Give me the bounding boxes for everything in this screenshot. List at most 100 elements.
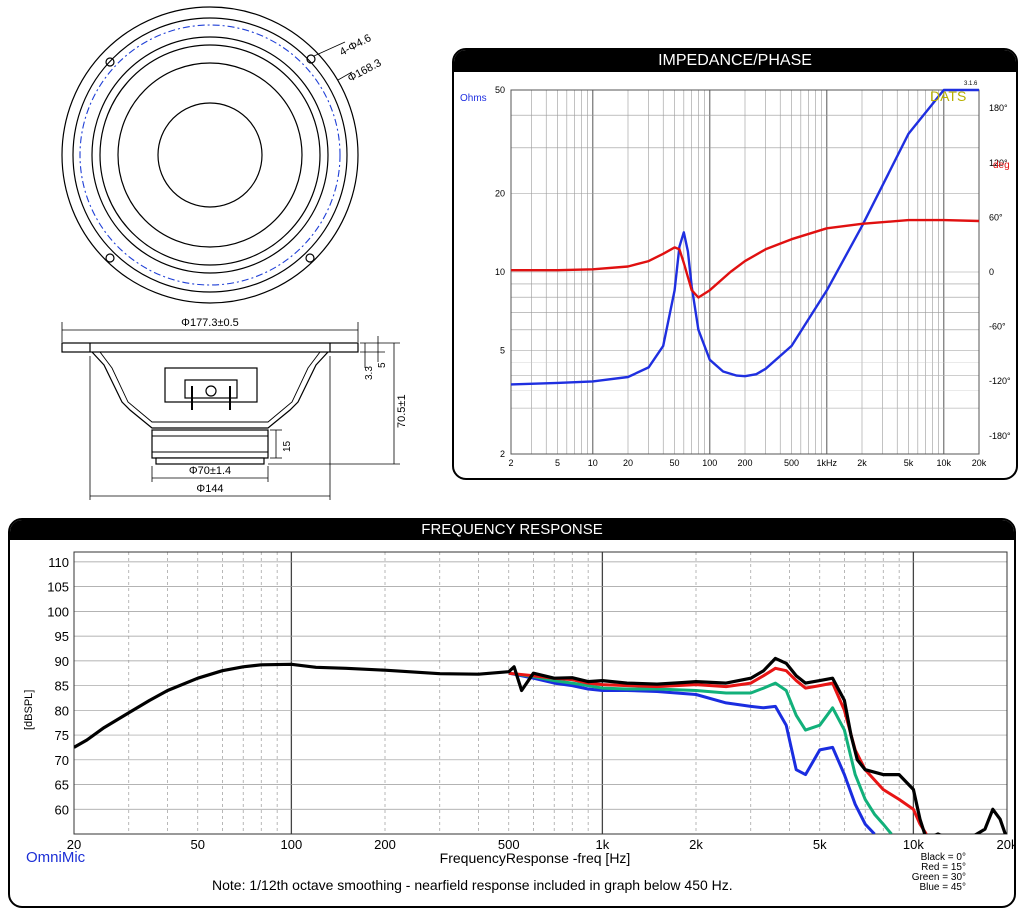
- frequency-y-tick-label: 75: [55, 728, 69, 743]
- impedance-x-tick-label: 20: [623, 458, 633, 468]
- impedance-labels: 2 5 10 20 50 100 200 500 1kHz 2k 5k 10k 20k 2 5 10 20 50 1…: [495, 85, 1011, 468]
- basket-dim-label: Φ144: [196, 483, 223, 495]
- impedance-lines: [510, 88, 980, 386]
- impedance-curve: [510, 88, 979, 386]
- impedance-y-tick-label: 5: [500, 345, 505, 355]
- mounting-circle: [79, 24, 341, 286]
- magnet: [151, 429, 269, 459]
- phase-y-tick-label: -180°: [989, 431, 1011, 441]
- impedance-y-tick-label: 10: [495, 267, 505, 277]
- impedance-x-tick-label: 50: [670, 458, 680, 468]
- frequency-x-axis-label: FrequencyResponse -freq [Hz]: [440, 850, 631, 866]
- phase-curve: [511, 218, 980, 299]
- frequency-y-tick-label: 105: [47, 580, 69, 595]
- impedance-x-tick-label: 20k: [972, 458, 987, 468]
- impedance-y-tick-label: 2: [500, 449, 505, 459]
- angle-legend: Black = 0° Red = 15° Green = 30° Blue = …: [890, 853, 966, 893]
- frequency-y-tick-label: 65: [55, 778, 69, 793]
- impedance-x-tick-label: 5k: [904, 458, 914, 468]
- side-view: [61, 322, 400, 500]
- back-plate: [155, 457, 265, 465]
- frequency-response-chart: 20 50 100 200 500 1k 2k 5k 10k 20k 60 65 70 75 80 85 90 9…: [23, 551, 1014, 866]
- dats-brand: DATS: [930, 88, 966, 104]
- frequency-x-tick-label: 2k: [689, 837, 703, 852]
- impedance-x-tick-label: 500: [784, 458, 799, 468]
- response-0deg-curve: [74, 656, 1007, 834]
- mounting-hole-4: [305, 253, 315, 263]
- pcd-leader: [337, 71, 353, 81]
- legend-entry-0: Black = 0°: [920, 852, 966, 863]
- pcd-dim-label: Φ168.3: [346, 57, 384, 85]
- frequency-labels: 20 50 100 200 500 1k 2k 5k 10k 20k 60 65 70 75 80 85 90 9…: [47, 555, 1014, 852]
- magnet-height-label: 15: [282, 440, 293, 452]
- front-surround-outer: [91, 36, 329, 274]
- frequency-y-tick-label: 85: [55, 679, 69, 694]
- frequency-x-tick-label: 5k: [813, 837, 827, 852]
- frequency-x-tick-label: 20k: [997, 837, 1014, 852]
- mounting-hole-2: [306, 54, 316, 64]
- response-30deg-curve: [508, 671, 893, 834]
- impedance-unit-label: Ohms: [460, 93, 487, 104]
- basket-inner-line: [99, 351, 321, 423]
- frequency-x-tick-label: 10k: [903, 837, 924, 852]
- front-surround-inner: [99, 44, 321, 266]
- frequency-x-tick-label: 1k: [596, 837, 610, 852]
- omnimic-brand: OmniMic: [26, 849, 86, 866]
- frequency-grid: [73, 551, 1008, 835]
- frequency-lines: [74, 656, 1007, 834]
- frequency-x-tick-label: 20: [67, 837, 81, 852]
- legend-entry-15: Red = 15°: [921, 862, 966, 873]
- speaker-technical-drawing: 4-Φ4.6 Φ168.3: [61, 6, 408, 500]
- flange-dim-label: 3.3: [364, 366, 375, 380]
- impedance-plot-frame: [510, 89, 980, 455]
- frequency-y-tick-label: 100: [47, 604, 69, 619]
- frequency-y-tick-label: 60: [55, 802, 69, 817]
- impedance-grid: [510, 89, 980, 455]
- frequency-x-tick-label: 50: [191, 837, 205, 852]
- impedance-x-tick-label: 2k: [857, 458, 867, 468]
- phase-y-tick-label: -60°: [989, 322, 1006, 332]
- impedance-x-tick-label: 10k: [937, 458, 952, 468]
- magnet-dim-label: Φ70±1.4: [189, 465, 231, 477]
- front-frame-inner: [72, 17, 348, 293]
- frequency-y-tick-label: 90: [55, 654, 69, 669]
- phase-y-tick-label: 120°: [989, 158, 1008, 168]
- hole-dim-label: 4-Φ4.6: [338, 32, 374, 58]
- outer-dim-label: Φ177.3±0.5: [181, 317, 239, 329]
- phase-y-tick-label: -120°: [989, 376, 1011, 386]
- impedance-panel: IMPEDANCE/PHASE 2 5 10 20 50 100 200 500 1kHz 2k 5…: [452, 48, 1018, 480]
- impedance-x-tick-label: 100: [702, 458, 717, 468]
- flange-offset-label: 5: [377, 362, 388, 368]
- impedance-y-tick-label: 20: [495, 189, 505, 199]
- frequency-y-tick-label: 95: [55, 629, 69, 644]
- impedance-x-tick-label: 1kHz: [817, 458, 838, 468]
- frequency-y-tick-label: 80: [55, 703, 69, 718]
- impedance-x-tick-label: 2: [508, 458, 513, 468]
- impedance-x-tick-label: 5: [555, 458, 560, 468]
- terminal-tab: [184, 379, 238, 399]
- legend-entry-45: Blue = 45°: [919, 882, 966, 893]
- front-cone-edge: [117, 62, 303, 248]
- phase-y-tick-label: 180°: [989, 103, 1008, 113]
- mounting-hole-1: [105, 57, 115, 67]
- phase-y-tick-label: 60°: [989, 212, 1003, 222]
- phase-unit-label: deg: [993, 160, 1010, 171]
- frequency-y-tick-label: 110: [48, 555, 69, 570]
- mounting-flange: [61, 342, 359, 353]
- front-outer-frame: [61, 6, 359, 304]
- frequency-response-panel: FREQUENCY RESPONSE 20 50 100 200 500 1k 2k 5k 10…: [8, 518, 1016, 908]
- frequency-x-tick-label: 100: [281, 837, 303, 852]
- hole-leader: [313, 41, 346, 57]
- impedance-title: IMPEDANCE/PHASE: [454, 50, 1016, 72]
- frequency-title: FREQUENCY RESPONSE: [10, 520, 1014, 540]
- frequency-x-tick-label: 500: [498, 837, 520, 852]
- front-view: [61, 6, 359, 304]
- response-45deg-curve: [508, 671, 876, 834]
- frequency-y-tick-label: 70: [55, 753, 69, 768]
- legend-entry-30: Green = 30°: [911, 872, 966, 883]
- impedance-y-tick-label: 50: [495, 85, 505, 95]
- response-15deg-curve: [508, 666, 928, 834]
- depth-dim-label: 70.5±1: [396, 394, 408, 428]
- impedance-x-tick-label: 200: [737, 458, 752, 468]
- impedance-chart: 2 5 10 20 50 100 200 500 1kHz 2k 5k 10k 20k 2 5 10 20 50 1…: [460, 81, 1011, 468]
